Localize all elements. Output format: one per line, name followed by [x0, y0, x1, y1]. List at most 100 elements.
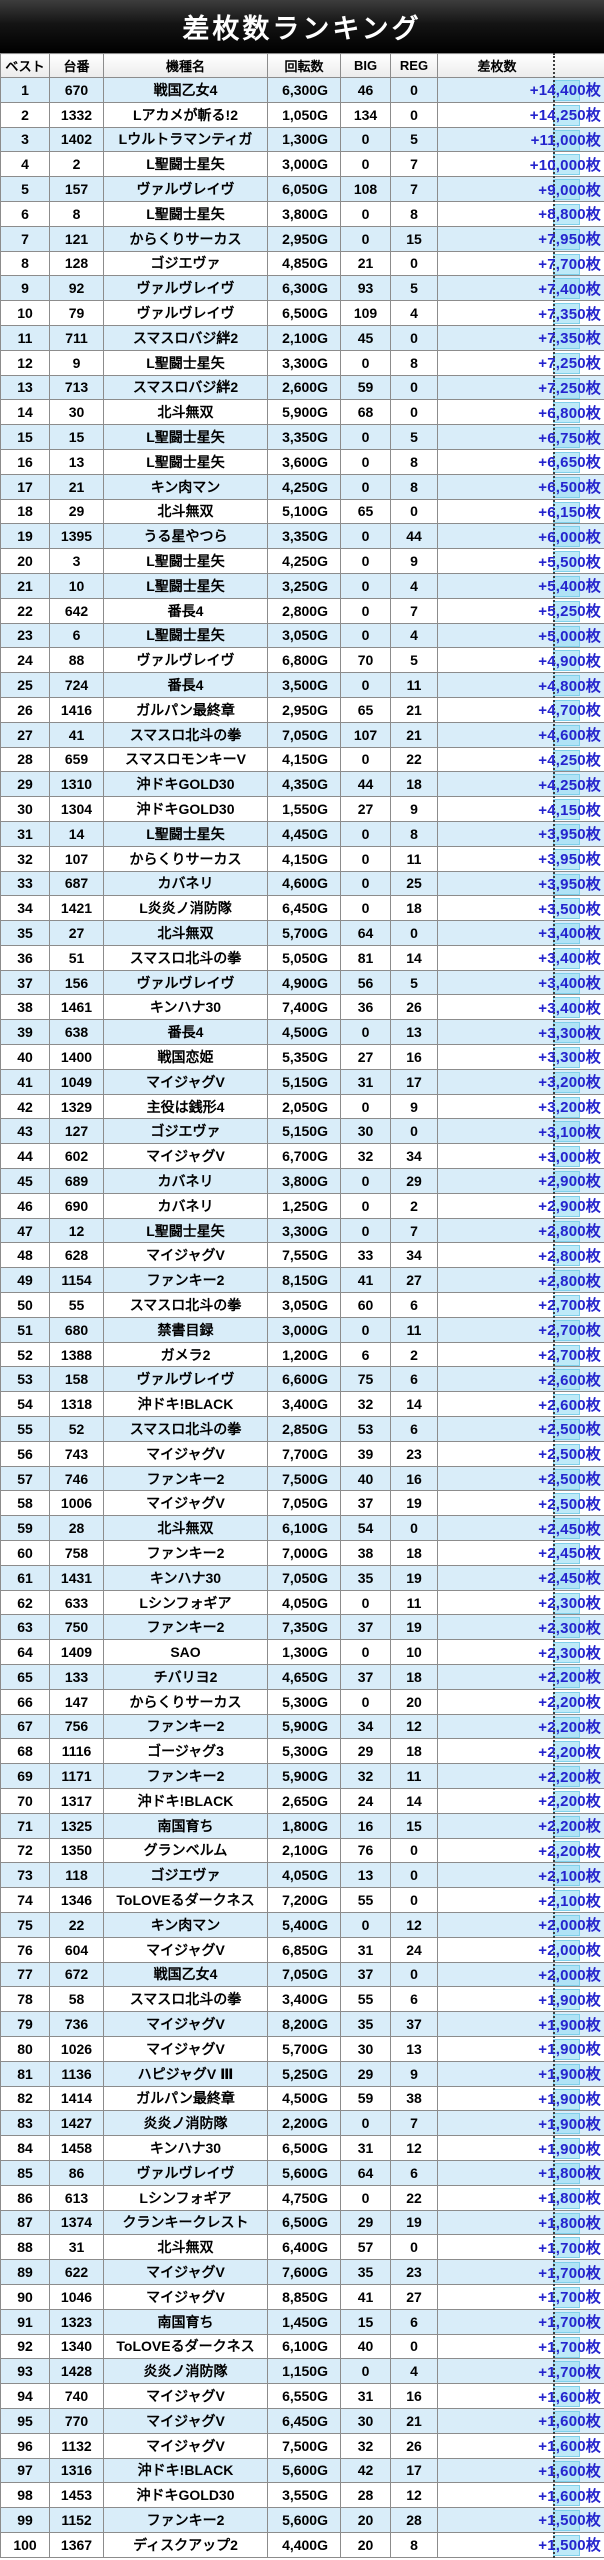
- diff-value: +2,500枚: [538, 1495, 601, 1513]
- cell-diff: +4,250枚: [437, 746, 604, 773]
- cell-spins: 7,050G: [267, 1490, 341, 1517]
- diff-value: +2,450枚: [538, 1570, 601, 1588]
- cell-diff: +2,200枚: [437, 1688, 604, 1715]
- cell-model: ヴァルヴレイヴ: [103, 275, 268, 302]
- cell-big: 13: [340, 1862, 391, 1889]
- cell-dai: 121: [49, 225, 104, 252]
- cell-model: からくりサーカス: [103, 225, 268, 252]
- cell-reg: 26: [390, 2432, 438, 2459]
- cell-rank: 8: [0, 250, 50, 277]
- cell-diff: +2,800枚: [437, 1217, 604, 1244]
- cell-spins: 1,200G: [267, 1341, 341, 1368]
- table-row: 48 628 マイジャグV 7,550G 33 34 +2,800枚: [0, 1242, 604, 1269]
- table-row: 4 2 L聖闘士星矢 3,000G 0 7 +10,000枚: [0, 151, 604, 178]
- cell-rank: 31: [0, 820, 50, 847]
- cell-big: 31: [340, 1936, 391, 1963]
- cell-reg: 11: [390, 672, 438, 698]
- cell-rank: 65: [0, 1664, 50, 1690]
- cell-big: 28: [340, 2482, 391, 2509]
- cell-diff: +1,700枚: [437, 2234, 604, 2261]
- cell-spins: 6,500G: [267, 2209, 341, 2236]
- diff-value: +2,300枚: [538, 1595, 601, 1612]
- cell-diff: +2,800枚: [437, 1267, 604, 1294]
- diff-value: +3,400枚: [538, 925, 601, 943]
- diff-value: +2,500枚: [538, 1446, 601, 1464]
- cell-spins: 2,100G: [267, 324, 341, 351]
- cell-diff: +4,150枚: [437, 796, 604, 822]
- cell-model: キン肉マン: [103, 1911, 268, 1938]
- cell-reg: 6: [390, 1416, 438, 1442]
- cell-diff: +4,700枚: [437, 696, 604, 723]
- cell-diff: +1,900枚: [437, 2035, 604, 2062]
- cell-diff: +4,600枚: [437, 721, 604, 748]
- cell-dai: 1006: [49, 1490, 104, 1517]
- diff-value: +3,400枚: [538, 975, 601, 993]
- cell-model: グランベルム: [103, 1837, 268, 1864]
- cell-model: マイジャグV: [103, 1068, 268, 1095]
- cell-rank: 29: [0, 771, 50, 798]
- cell-reg: 7: [390, 176, 438, 202]
- diff-value: +1,900枚: [538, 2041, 601, 2059]
- cell-model: 北斗無双: [103, 1515, 268, 1542]
- cell-spins: 7,500G: [267, 1465, 341, 1492]
- cell-spins: 8,150G: [267, 1267, 341, 1294]
- cell-dai: 758: [49, 1540, 104, 1566]
- cell-spins: 7,700G: [267, 1440, 341, 1467]
- cell-big: 32: [340, 1391, 391, 1418]
- cell-spins: 5,250G: [267, 2060, 341, 2087]
- cell-rank: 28: [0, 746, 50, 773]
- cell-rank: 95: [0, 2407, 50, 2434]
- cell-reg: 27: [390, 1267, 438, 1294]
- cell-reg: 14: [390, 1787, 438, 1814]
- cell-diff: +3,950枚: [437, 845, 604, 872]
- cell-diff: +1,600枚: [437, 2383, 604, 2409]
- diff-value: +1,500枚: [538, 2512, 601, 2530]
- cell-model: ゴジエヴァ: [103, 1118, 268, 1145]
- diff-value: +2,100枚: [538, 1867, 601, 1885]
- cell-spins: 7,600G: [267, 2259, 341, 2285]
- cell-reg: 10: [390, 1639, 438, 1665]
- cell-model: ハピジャグV Ⅲ: [103, 2060, 268, 2087]
- cell-dai: 1323: [49, 2308, 104, 2335]
- cell-rank: 71: [0, 1812, 50, 1839]
- cell-reg: 26: [390, 994, 438, 1021]
- cell-diff: +10,000枚: [437, 151, 604, 178]
- cell-big: 0: [340, 746, 391, 773]
- cell-model: 戦国乙女4: [103, 77, 268, 103]
- cell-big: 0: [340, 1019, 391, 1046]
- cell-model: キンハナ30: [103, 2135, 268, 2161]
- table-row: 99 1152 ファンキー2 5,600G 20 28 +1,500枚: [0, 2507, 604, 2533]
- cell-rank: 99: [0, 2507, 50, 2533]
- diff-value: +6,500枚: [538, 479, 601, 497]
- table-row: 96 1132 マイジャグV 7,500G 32 26 +1,600枚: [0, 2432, 604, 2459]
- cell-big: 64: [340, 2159, 391, 2186]
- diff-value: +3,950枚: [538, 851, 601, 869]
- diff-value: +1,900枚: [538, 1991, 601, 2009]
- cell-spins: 3,550G: [267, 2482, 341, 2509]
- cell-reg: 19: [390, 2209, 438, 2236]
- cell-big: 68: [340, 399, 391, 426]
- cell-spins: 6,500G: [267, 2135, 341, 2161]
- diff-value: +2,200枚: [538, 1842, 601, 1860]
- cell-model: L聖闘士星矢: [103, 820, 268, 847]
- diff-value: +1,500枚: [538, 2537, 601, 2555]
- table-row: 70 1317 沖ドキ!BLACK 2,650G 24 14 +2,200枚: [0, 1787, 604, 1814]
- cell-dai: 1374: [49, 2209, 104, 2236]
- table-row: 55 52 スマスロ北斗の拳 2,850G 53 6 +2,500枚: [0, 1416, 604, 1442]
- cell-spins: 2,600G: [267, 374, 341, 401]
- cell-model: L聖闘士星矢: [103, 548, 268, 574]
- table-row: 65 133 チバリヨ2 4,650G 37 18 +2,200枚: [0, 1664, 604, 1690]
- cell-diff: +3,400枚: [437, 920, 604, 946]
- diff-value: +1,600枚: [538, 2462, 601, 2480]
- cell-spins: 1,300G: [267, 1639, 341, 1665]
- cell-big: 0: [340, 2110, 391, 2137]
- cell-diff: +2,300枚: [437, 1639, 604, 1665]
- cell-big: 65: [340, 696, 391, 723]
- diff-value: +1,700枚: [538, 2239, 601, 2257]
- cell-reg: 21: [390, 2407, 438, 2434]
- cell-model: 炎炎ノ消防隊: [103, 2110, 268, 2137]
- cell-spins: 5,400G: [267, 1911, 341, 1938]
- cell-big: 40: [340, 1465, 391, 1492]
- cell-rank: 92: [0, 2333, 50, 2360]
- cell-diff: +2,200枚: [437, 1763, 604, 1789]
